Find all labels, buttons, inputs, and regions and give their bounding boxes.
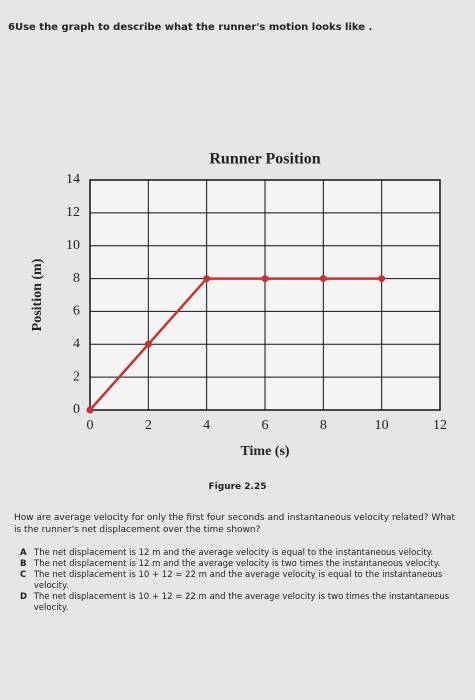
y-tick-label: 2 (73, 369, 80, 384)
x-tick-label: 8 (320, 418, 327, 433)
x-tick-label: 6 (262, 418, 269, 433)
figure-caption: Figure 2.25 (208, 482, 267, 492)
data-point (378, 275, 386, 283)
option[interactable]: D The net displacement is 10 + 12 = 22 m … (20, 592, 470, 614)
data-point (86, 406, 94, 414)
data-point (261, 275, 269, 283)
option-text: The net displacement is 10 + 12 = 22 m a… (33, 592, 450, 613)
y-tick-label: 0 (73, 402, 80, 417)
option[interactable]: B The net displacement is 12 m and the av… (20, 559, 470, 570)
y-tick-label: 14 (66, 172, 80, 187)
x-tick-label: 12 (433, 418, 447, 433)
x-tick-label: 4 (203, 418, 210, 433)
option-text: The net displacement is 12 m and the ave… (34, 548, 434, 558)
y-tick-label: 12 (66, 205, 80, 220)
question: How are average velocity for only the fi… (14, 513, 456, 535)
y-tick-label: 4 (73, 337, 80, 352)
x-tick-label: 10 (375, 418, 389, 433)
data-point (144, 340, 152, 348)
chart: Runner Position Time (s) Position (m) 0 2… (30, 151, 447, 460)
option-letter: D (20, 592, 28, 602)
data-point (203, 275, 211, 283)
option-letter: B (20, 559, 27, 569)
options: A The net displacement is 12 m and the av… (20, 548, 470, 614)
header-title: 6Use the graph to describe what the runn… (8, 22, 373, 33)
y-axis-label: Position (m) (30, 258, 45, 331)
y-tick-label: 8 (73, 271, 80, 286)
y-tick-label: 10 (66, 238, 80, 253)
option-text: The net displacement is 10 + 12 = 22 m a… (33, 570, 443, 591)
data-point (319, 275, 327, 283)
option-letter: A (20, 548, 27, 558)
option-letter: C (20, 570, 27, 580)
y-tick-label: 6 (73, 304, 80, 319)
option[interactable]: C The net displacement is 10 + 12 = 22 m … (20, 570, 470, 592)
x-axis-label: Time (s) (240, 444, 289, 459)
chart-title: Runner Position (209, 151, 320, 168)
option-text: The net displacement is 12 m and the ave… (34, 559, 441, 569)
option[interactable]: A The net displacement is 12 m and the av… (20, 548, 470, 559)
x-tick-label: 0 (87, 418, 94, 433)
data-line (89, 277, 382, 411)
x-tick-label: 2 (145, 418, 152, 433)
